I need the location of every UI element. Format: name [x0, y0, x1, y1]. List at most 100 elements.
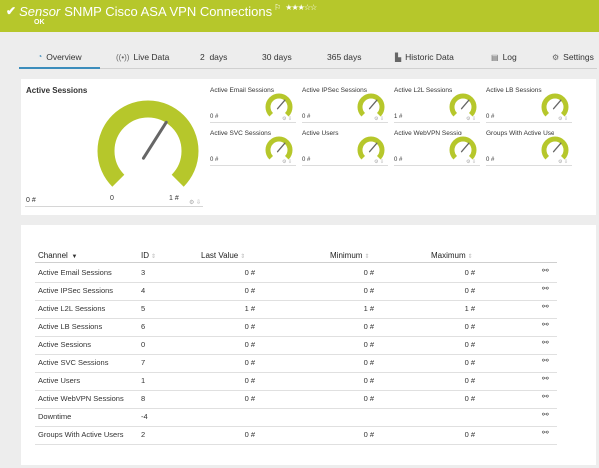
mini-gauge-card[interactable]: Active Email Sessions 0 # ⚙ ⇩: [210, 87, 300, 127]
mini-gauge-value: 0 #: [486, 114, 495, 120]
minimum-value: 0 #: [363, 430, 374, 439]
last-value: 0 #: [244, 376, 255, 385]
mini-gauge-card[interactable]: Active LB Sessions 0 # ⚙ ⇩: [486, 87, 576, 127]
gauge-settings-icon[interactable]: ⚙ ⇩: [466, 159, 477, 165]
sensor-title-row: ✔ Sensor SNMP Cisco ASA VPN Connections …: [6, 2, 317, 19]
maximum-value: 1 #: [464, 304, 475, 313]
gauge-settings-icon[interactable]: ⚙ ⇩: [374, 159, 385, 165]
gauge-needle: [276, 142, 286, 153]
last-value: 0 #: [244, 358, 255, 367]
channel-settings-icon[interactable]: ⚯: [542, 320, 549, 329]
minimum-value: 0 #: [363, 268, 374, 277]
tab-log[interactable]: ▤ Log: [491, 46, 517, 68]
column-header-minimum[interactable]: Minimum ⇕: [330, 251, 369, 260]
divider: [486, 122, 572, 123]
channel-settings-icon[interactable]: ⚯: [542, 266, 549, 275]
channel-name[interactable]: Active SVC Sessions: [38, 358, 109, 367]
gauge-arc: [265, 93, 293, 117]
channel-name[interactable]: Downtime: [38, 412, 72, 421]
column-header-maximum[interactable]: Maximum ⇕: [431, 251, 473, 260]
table-row[interactable]: Active LB Sessions 6 0 # 0 # 0 # ⚯: [35, 318, 557, 337]
divider: [302, 122, 388, 123]
channel-settings-icon[interactable]: ⚯: [542, 374, 549, 383]
channel-settings-icon[interactable]: ⚯: [542, 284, 549, 293]
table-row[interactable]: Active Sessions 0 0 # 0 # 0 # ⚯: [35, 336, 557, 355]
channel-name[interactable]: Active Email Sessions: [38, 268, 112, 277]
minimum-value: 0 #: [363, 322, 374, 331]
table-row[interactable]: Groups With Active Users 2 0 # 0 # 0 # ⚯: [35, 426, 557, 445]
log-icon: ▤: [491, 52, 499, 62]
gauge-needle: [368, 99, 378, 110]
table-row[interactable]: Active SVC Sessions 7 0 # 0 # 0 # ⚯: [35, 354, 557, 373]
gauge-arc: [357, 93, 385, 117]
tab-365-days[interactable]: 365 days: [327, 46, 362, 68]
channel-settings-icon[interactable]: ⚯: [542, 428, 549, 437]
tab-settings[interactable]: ⚙ Settings: [552, 46, 594, 68]
column-label: Maximum: [431, 251, 466, 260]
mini-gauge: [449, 136, 477, 160]
header-divider: [35, 262, 557, 263]
channel-settings-icon[interactable]: ⚯: [542, 410, 549, 419]
tab-overview[interactable]: ◔ Overview: [19, 46, 100, 69]
sort-icon: ⇕: [364, 254, 370, 260]
gauge-settings-icon[interactable]: ⚙ ⇩: [558, 159, 569, 165]
mini-gauge-card[interactable]: Active L2L Sessions 1 # ⚙ ⇩: [394, 87, 484, 127]
gauge-max-label: 1 #: [169, 195, 179, 202]
gauge-settings-icon[interactable]: ⚙ ⇩: [282, 116, 293, 122]
gauge-settings-icon[interactable]: ⚙ ⇩: [558, 116, 569, 122]
channel-settings-icon[interactable]: ⚯: [542, 356, 549, 365]
table-row[interactable]: Active Email Sessions 3 0 # 0 # 0 # ⚯: [35, 264, 557, 283]
mini-gauge-value: 1 #: [394, 114, 403, 120]
channel-settings-icon[interactable]: ⚯: [542, 302, 549, 311]
mini-gauge: [357, 93, 385, 117]
active-sessions-gauge[interactable]: [93, 96, 203, 196]
channel-settings-icon[interactable]: ⚯: [542, 338, 549, 347]
channel-name[interactable]: Active WebVPN Sessions: [38, 394, 124, 403]
tab-label: Settings: [563, 52, 594, 62]
channel-settings-icon[interactable]: ⚯: [542, 392, 549, 401]
gauge-settings-icon[interactable]: ⚙ ⇩: [374, 116, 385, 122]
mini-gauge-card[interactable]: Groups With Active Users 0 # ⚙ ⇩: [486, 130, 576, 170]
channel-name[interactable]: Active LB Sessions: [38, 322, 103, 331]
mini-gauge: [449, 93, 477, 117]
flag-icon[interactable]: ⚐: [274, 2, 282, 12]
sensor-name: SNMP Cisco ASA VPN Connections: [64, 3, 273, 19]
channel-name[interactable]: Active L2L Sessions: [38, 304, 106, 313]
table-row[interactable]: Downtime -4 ⚯: [35, 408, 557, 427]
last-value: 0 #: [244, 340, 255, 349]
gauge-settings-icon[interactable]: ⚙ ⇩: [189, 200, 202, 206]
maximum-value: 0 #: [464, 376, 475, 385]
tab-30-days[interactable]: 30 days: [262, 46, 292, 68]
gauge-arc: [265, 136, 293, 160]
channel-name[interactable]: Groups With Active Users: [38, 430, 124, 439]
column-header-last-value[interactable]: Last Value ⇕: [201, 251, 245, 260]
table-row[interactable]: Active L2L Sessions 5 1 # 1 # 1 # ⚯: [35, 300, 557, 319]
table-row[interactable]: Active IPSec Sessions 4 0 # 0 # 0 # ⚯: [35, 282, 557, 301]
mini-gauge-title: Active Users: [302, 130, 339, 137]
mini-gauge-card[interactable]: Active SVC Sessions 0 # ⚙ ⇩: [210, 130, 300, 170]
gauge-settings-icon[interactable]: ⚙ ⇩: [466, 116, 477, 122]
channel-name[interactable]: Active Users: [38, 376, 81, 385]
mini-gauge-card[interactable]: Active WebVPN Sessions 0 # ⚙ ⇩: [394, 130, 484, 170]
mini-gauge-card[interactable]: Active Users 0 # ⚙ ⇩: [302, 130, 392, 170]
channel-name[interactable]: Active Sessions: [38, 340, 91, 349]
priority-stars[interactable]: ★★★☆☆: [285, 2, 317, 12]
gauge-needle: [276, 99, 286, 110]
tab-2-days[interactable]: 2 days: [200, 46, 227, 68]
tab-live-data[interactable]: ((•)) Live Data: [116, 46, 169, 68]
column-label: Minimum: [330, 251, 363, 260]
divider: [394, 122, 480, 123]
mini-gauge-value: 0 #: [210, 157, 219, 163]
column-header-channel[interactable]: Channel ▼: [38, 251, 77, 260]
channel-name[interactable]: Active IPSec Sessions: [38, 286, 114, 295]
divider: [210, 165, 296, 166]
divider: [302, 165, 388, 166]
table-row[interactable]: Active WebVPN Sessions 8 0 # 0 # 0 # ⚯: [35, 390, 557, 409]
column-header-id[interactable]: ID ⇕: [141, 251, 156, 260]
mini-gauge-title: Active Email Sessions: [210, 87, 274, 94]
mini-gauge-value: 0 #: [486, 157, 495, 163]
tab-historic-data[interactable]: ▙ Historic Data: [395, 46, 454, 68]
mini-gauge-card[interactable]: Active IPSec Sessions 0 # ⚙ ⇩: [302, 87, 392, 127]
table-row[interactable]: Active Users 1 0 # 0 # 0 # ⚯: [35, 372, 557, 391]
gauge-settings-icon[interactable]: ⚙ ⇩: [282, 159, 293, 165]
